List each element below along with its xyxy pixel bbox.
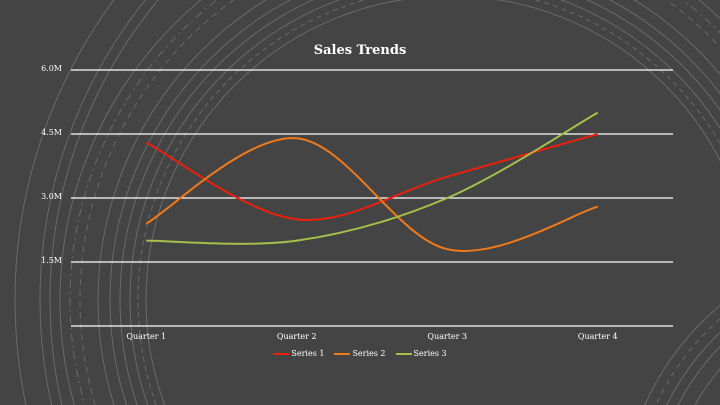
y-tick-label: 6.0M: [41, 64, 62, 73]
legend-item: Series 3: [395, 349, 447, 358]
x-tick-label: Quarter 4: [577, 332, 618, 341]
chart-title: Sales Trends: [313, 43, 407, 58]
x-tick-label: Quarter 2: [276, 332, 317, 341]
series-line-series-1: [145, 133, 599, 221]
legend-label: Series 2: [352, 349, 386, 358]
gridlines: [71, 69, 673, 327]
legend-swatch-icon: [334, 352, 351, 355]
x-tick-label: Quarter 1: [126, 332, 167, 341]
x-tick-label: Quarter 3: [427, 332, 468, 341]
legend-label: Series 3: [413, 349, 447, 358]
y-tick-label: 4.5M: [41, 128, 62, 137]
y-tick-label: 3.0M: [41, 192, 62, 201]
series-line-series-3: [146, 111, 599, 245]
legend-item: Series 2: [334, 349, 386, 358]
y-tick-label: 1.5M: [41, 256, 62, 265]
series-line-series-2: [145, 137, 599, 252]
legend-label: Series 1: [291, 349, 325, 358]
series-lines: [145, 111, 599, 252]
legend-item: Series 1: [273, 349, 324, 358]
legend-swatch-icon: [273, 352, 290, 355]
legend-swatch-icon: [395, 352, 412, 355]
chart-legend: Series 1 Series 2 Series 3: [0, 349, 720, 358]
